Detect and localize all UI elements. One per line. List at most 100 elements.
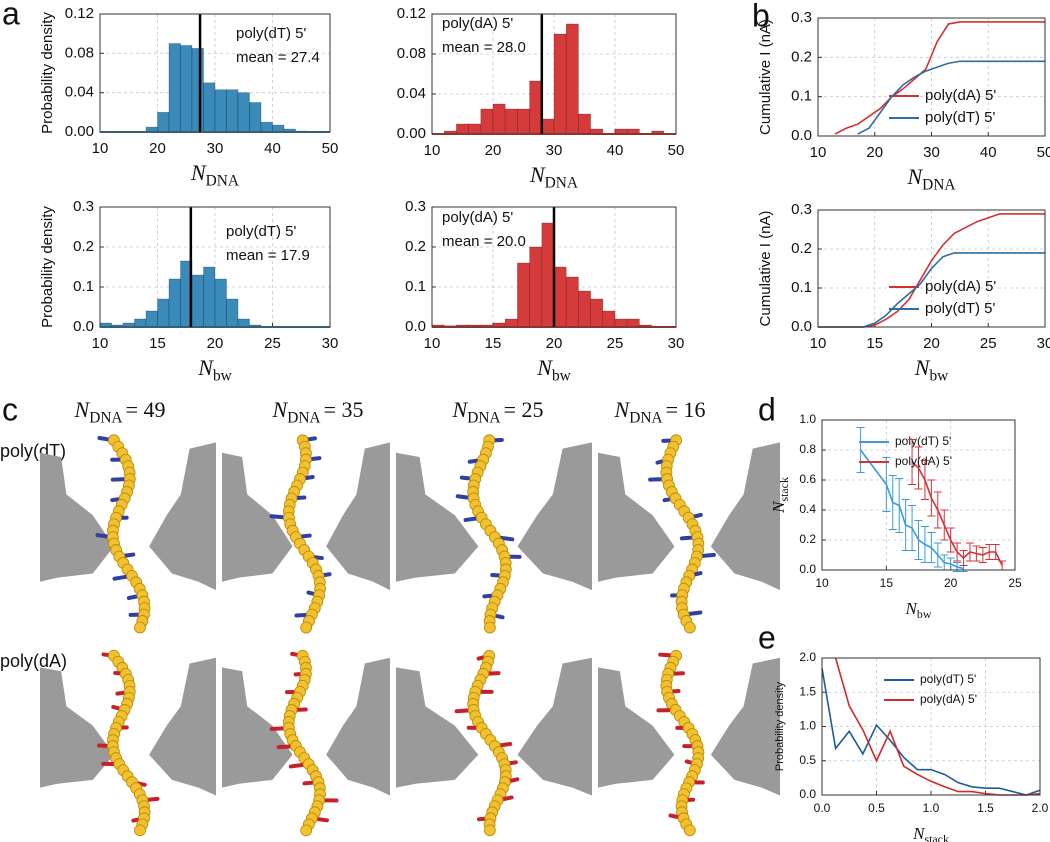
legend-label: poly(dA) 5' [925,278,996,295]
bar [237,92,250,133]
bar [180,45,193,133]
bar [134,318,147,328]
x-tick-label: 20 [485,142,502,159]
y-axis-label: Cumulative I (nA) [757,211,774,327]
series-line [859,449,964,570]
y-tick-label: 1.5 [799,684,816,698]
label-sub: bw [929,367,949,384]
x-tick-label: 30 [322,335,339,352]
x-tick-label: 50 [668,142,685,159]
x-tick-label: 30 [1037,335,1050,352]
backbone-atom [134,824,146,837]
plot-frame [821,657,1041,796]
axis-label: NDNA = 35 [272,397,364,426]
x-tick-label: 2.0 [1032,801,1049,815]
bar [226,89,239,133]
label-main: N [272,397,289,422]
x-tick-label: 20 [866,144,883,161]
bar [191,48,204,133]
y-tick-label: 0.0 [791,318,812,335]
bar [249,102,262,133]
pore-wall [396,667,479,788]
legend-label: poly(dA) 5' [895,454,952,468]
x-tick-label: 25 [980,335,997,352]
y-axis-label: Probability density [39,206,56,328]
x-tick-label: 25 [264,335,281,352]
x-tick-label: 1.0 [923,801,940,815]
backbone-atom [134,621,146,634]
annotation: mean = 17.9 [226,247,310,264]
label-main: N [614,397,631,422]
x-tick-label: 40 [264,140,281,157]
y-axis-label: Cumulative I (nA) [757,19,774,135]
bar [541,222,555,328]
label-sub: bw [917,607,932,621]
label-sub: DNA [89,409,122,426]
pore-wall [326,657,390,796]
label-main: N [74,397,91,422]
y-tick-label: 0.1 [73,278,94,295]
y-tick-label: 0.5 [799,753,816,767]
y-tick-label: 0.0 [73,318,94,335]
y-tick-label: 0.04 [397,85,426,102]
series-line [834,21,1045,135]
label-main: N [452,397,469,422]
label-main: N [906,164,923,189]
pore-wall [396,452,479,582]
bar [553,33,567,135]
x-tick-label: 20 [207,335,224,352]
y-tick-label: 0.2 [799,532,816,546]
series-line [857,60,1045,135]
bar [602,310,616,328]
bar [168,278,181,328]
label-sub: DNA [545,174,578,191]
annotation: mean = 20.0 [442,233,526,250]
x-tick-label: 15 [880,576,894,590]
x-tick-label: 30 [546,142,563,159]
bar [578,113,591,135]
bar [214,278,227,328]
x-tick-label: 10 [92,140,109,157]
axis-label: Nbw [914,355,949,384]
axis-label: Nstack [769,477,791,514]
x-tick-label: 25 [607,335,624,352]
axis-label: Nbw [536,355,571,384]
x-tick-label: 30 [923,144,940,161]
y-tick-label: 0.0 [405,318,426,335]
bar [578,290,591,328]
y-tick-label: 0.3 [791,9,812,26]
label-sub: stack [924,832,948,842]
x-tick-label: 20 [923,335,940,352]
bar [626,318,640,328]
y-tick-label: 0.00 [65,123,94,140]
label-sub: DNA [287,409,320,426]
axis-label: Nstack [912,824,949,842]
bar [168,43,181,133]
legend-label: poly(dT) 5' [925,109,996,126]
y-axis-label: Probability density [774,681,786,771]
y-tick-label: 0.8 [799,442,816,456]
x-tick-label: 50 [1037,144,1050,161]
bar [272,124,285,133]
pore-wall [710,657,780,796]
annotation: mean = 28.0 [442,39,526,56]
bar [504,108,518,135]
bar [614,318,628,328]
label-sub: DNA [467,409,500,426]
label-main: N [912,824,926,842]
annotation: poly(dA) 5' [442,15,513,32]
y-tick-label: 1.0 [799,412,816,426]
x-tick-label: 10 [810,335,827,352]
label-sub: bw [213,367,233,384]
y-tick-label: 0.2 [791,240,812,257]
pore-wall [149,442,216,591]
bar [468,123,482,135]
x-tick-label: 0.5 [868,801,885,815]
y-tick-label: 0.00 [397,125,426,142]
bar [456,123,469,135]
y-tick-label: 0.1 [791,88,812,105]
pore-wall [222,452,293,582]
legend-label: poly(dT) 5' [895,434,951,448]
bar [145,310,158,328]
